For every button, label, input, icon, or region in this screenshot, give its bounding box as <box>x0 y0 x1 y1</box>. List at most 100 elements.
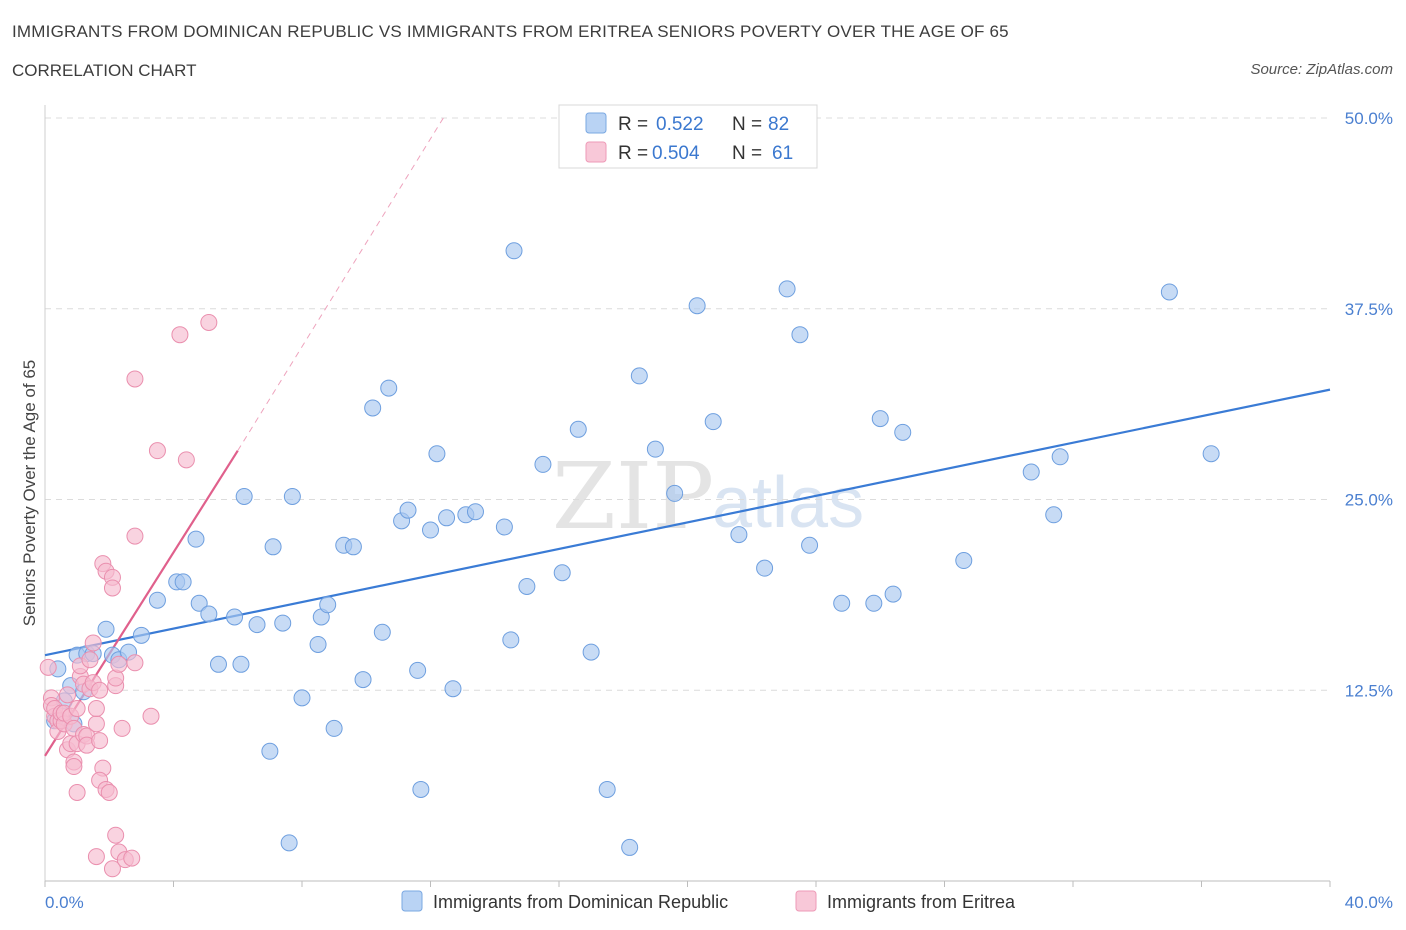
eritrea-point <box>126 370 144 388</box>
eritrea-point <box>68 700 86 718</box>
legend-n-value-2: 61 <box>772 143 793 164</box>
eritrea-point <box>58 686 76 704</box>
dominican-trend-line <box>44 388 1331 657</box>
dominican-point <box>704 413 722 431</box>
dominican-point <box>505 242 523 260</box>
dominican-point <box>621 838 639 856</box>
watermark-zip: ZIP <box>552 443 714 550</box>
dominican-point <box>495 518 513 536</box>
legend-r-value-1: 0.522 <box>656 114 704 135</box>
dominican-point <box>534 455 552 473</box>
y-axis-label: Seniors Poverty Over the Age of 65 <box>20 360 39 626</box>
eritrea-point <box>200 313 218 331</box>
eritrea-point <box>171 326 189 344</box>
dominican-point <box>444 680 462 698</box>
dominican-point <box>756 559 774 577</box>
dominican-point <box>132 626 150 644</box>
data-points <box>39 242 1220 878</box>
eritrea-point <box>87 715 105 733</box>
dominican-point <box>274 614 292 632</box>
legend-swatch-eritrea <box>585 141 607 163</box>
y-tick-label: 50.0% <box>1345 109 1393 128</box>
eritrea-point <box>100 783 118 801</box>
dominican-point <box>264 538 282 556</box>
dominican-point <box>466 503 484 521</box>
legend-swatch-dominican <box>585 112 607 134</box>
dominican-point <box>235 487 253 505</box>
eritrea-trend-extension <box>237 117 444 451</box>
dominican-point <box>399 501 417 519</box>
eritrea-point <box>68 783 86 801</box>
dominican-point <box>412 780 430 798</box>
dominican-point <box>1045 506 1063 524</box>
dominican-point <box>226 608 244 626</box>
eritrea-point <box>91 732 109 750</box>
dominican-point <box>1051 448 1069 466</box>
legend-r-value-2: 0.504 <box>652 143 700 164</box>
correlation-legend: R = 0.522 N = 82 R = 0.504 N = 61 <box>558 104 818 169</box>
dominican-point <box>232 655 250 673</box>
dominican-point <box>801 536 819 554</box>
dominican-point <box>97 620 115 638</box>
eritrea-point <box>87 848 105 866</box>
eritrea-point <box>107 826 125 844</box>
dominican-point <box>280 834 298 852</box>
eritrea-point <box>103 579 121 597</box>
x-tick-labels: 0.0% 40.0% <box>45 893 1393 912</box>
eritrea-point <box>123 849 141 867</box>
dominican-point <box>833 594 851 612</box>
dominican-point <box>209 655 227 673</box>
dominican-point <box>200 605 218 623</box>
dominican-point <box>190 594 208 612</box>
dominican-point <box>261 742 279 760</box>
dominican-point <box>283 487 301 505</box>
bottom-legend-swatch-eritrea <box>795 890 817 912</box>
legend-n-value-1: 82 <box>768 114 789 135</box>
dominican-point <box>955 552 973 570</box>
bottom-legend-swatch-dominican <box>401 890 423 912</box>
dominican-point <box>293 689 311 707</box>
dominican-point <box>553 564 571 582</box>
x-tick-label: 40.0% <box>1345 893 1393 912</box>
y-tick-label: 25.0% <box>1345 491 1393 510</box>
eritrea-point <box>113 719 131 737</box>
dominican-point <box>666 484 684 502</box>
dominican-point <box>1022 463 1040 481</box>
dominican-point <box>438 509 456 527</box>
eritrea-point <box>87 700 105 718</box>
eritrea-point <box>39 658 57 676</box>
axes <box>44 105 1331 887</box>
dominican-point <box>791 326 809 344</box>
dominican-point <box>582 643 600 661</box>
eritrea-point <box>81 651 99 669</box>
y-tick-labels: 12.5% 25.0% 37.5% 50.0% <box>1345 109 1393 700</box>
eritrea-point <box>126 654 144 672</box>
eritrea-point <box>142 707 160 725</box>
bottom-legend-label-eritrea: Immigrants from Eritrea <box>827 892 1016 912</box>
eritrea-point <box>65 758 83 776</box>
x-tick-label: 0.0% <box>45 893 84 912</box>
dominican-point <box>354 671 372 689</box>
eritrea-point <box>126 527 144 545</box>
dominican-point <box>884 585 902 603</box>
legend-n-label-2: N = <box>732 143 762 164</box>
chart-title: IMMIGRANTS FROM DOMINICAN REPUBLIC VS IM… <box>12 22 1009 41</box>
eritrea-point <box>84 634 102 652</box>
dominican-point <box>502 631 520 649</box>
source-label: Source: ZipAtlas.com <box>1250 61 1393 78</box>
legend-n-label-1: N = <box>732 114 762 135</box>
chart-subtitle: CORRELATION CHART <box>12 61 197 80</box>
dominican-point <box>309 635 327 653</box>
dominican-point <box>598 780 616 798</box>
dominican-point <box>778 280 796 298</box>
series-legend: Immigrants from Dominican Republic Immig… <box>401 890 1016 912</box>
dominican-point <box>871 410 889 428</box>
dominican-point <box>428 445 446 463</box>
eritrea-point <box>91 681 109 699</box>
eritrea-point <box>148 442 166 460</box>
dominican-point <box>630 367 648 385</box>
legend-r-label-1: R = <box>618 114 648 135</box>
bottom-legend-label-dominican: Immigrants from Dominican Republic <box>433 892 728 912</box>
dominican-point <box>409 661 427 679</box>
